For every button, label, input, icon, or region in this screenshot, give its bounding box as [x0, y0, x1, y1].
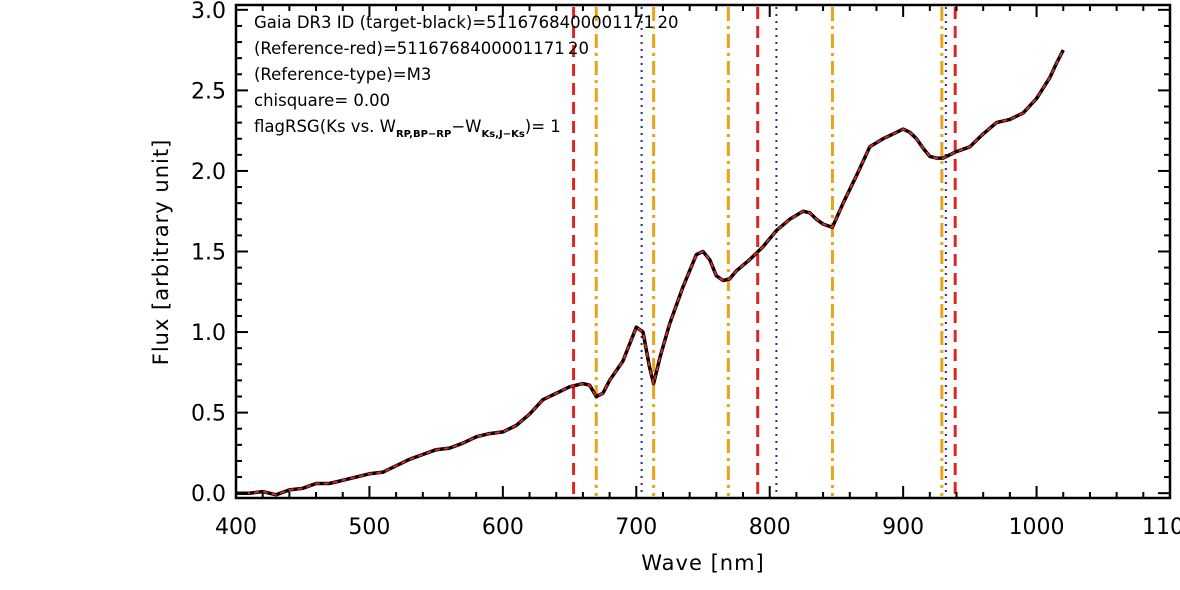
annotation-gaia-id: Gaia DR3 ID (target-black)=5116768400001… — [254, 13, 678, 32]
series-group — [236, 49, 1065, 497]
x-tick-label: 400 — [215, 515, 257, 540]
y-tick-labels: 0.0 0.5 1.0 1.5 2.0 2.5 3.0 — [191, 0, 226, 507]
y-axis-label: Flux [arbitrary unit] — [149, 139, 173, 366]
flag-suffix: )= 1 — [525, 117, 561, 136]
y-tick-label: 0.5 — [191, 402, 226, 427]
y-tick-label: 2.0 — [191, 160, 226, 185]
y-tick-label: 3.0 — [191, 0, 226, 24]
flag-subscript-1: RP,BP−RP — [396, 129, 451, 140]
annotation-reference: (Reference-red)=5116768400001171 20 — [254, 39, 589, 58]
x-tick-label: 600 — [482, 515, 524, 540]
annotation-block: Gaia DR3 ID (target-black)=5116768400001… — [254, 13, 678, 140]
annotation-reference-type: (Reference-type)=M3 — [254, 65, 431, 84]
y-tick-label: 1.0 — [191, 321, 226, 346]
reference-lines — [572, 7, 957, 496]
x-tick-label: 700 — [615, 515, 657, 540]
x-axis-label: Wave [nm] — [641, 551, 764, 575]
flag-minus: −W — [451, 117, 481, 136]
flag-prefix: flagRSG(Ks vs. W — [254, 117, 396, 136]
x-tick-label: 800 — [749, 515, 791, 540]
x-tick-label: 1000 — [1009, 515, 1065, 540]
axis-ticks — [235, 5, 1171, 498]
annotation-chisquare: chisquare= 0.00 — [254, 91, 390, 110]
y-tick-label: 1.5 — [191, 241, 226, 266]
y-tick-label: 2.5 — [191, 79, 226, 104]
y-tick-label: 0.0 — [191, 482, 226, 507]
annotation-flag-rsg: flagRSG(Ks vs. WRP,BP−RP−WKs,J−Ks)= 1 — [254, 117, 561, 140]
x-tick-label: 500 — [348, 515, 390, 540]
x-tick-label: 900 — [882, 515, 924, 540]
series-target-line — [236, 49, 1065, 497]
flag-subscript-2: Ks,J−Ks — [481, 129, 524, 140]
